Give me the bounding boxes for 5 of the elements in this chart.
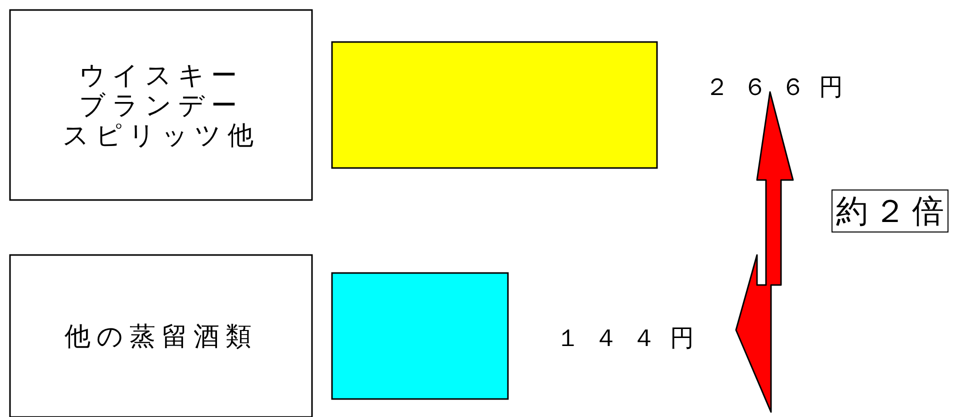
- y-tick-label: 他の蒸留酒類: [64, 322, 258, 352]
- data-label: ２６６円: [705, 73, 857, 101]
- y-tick-label: ウイスキーブランデースピリッツ他: [62, 61, 260, 151]
- data-label: １４４円: [556, 324, 708, 352]
- text: 約２倍: [836, 192, 950, 230]
